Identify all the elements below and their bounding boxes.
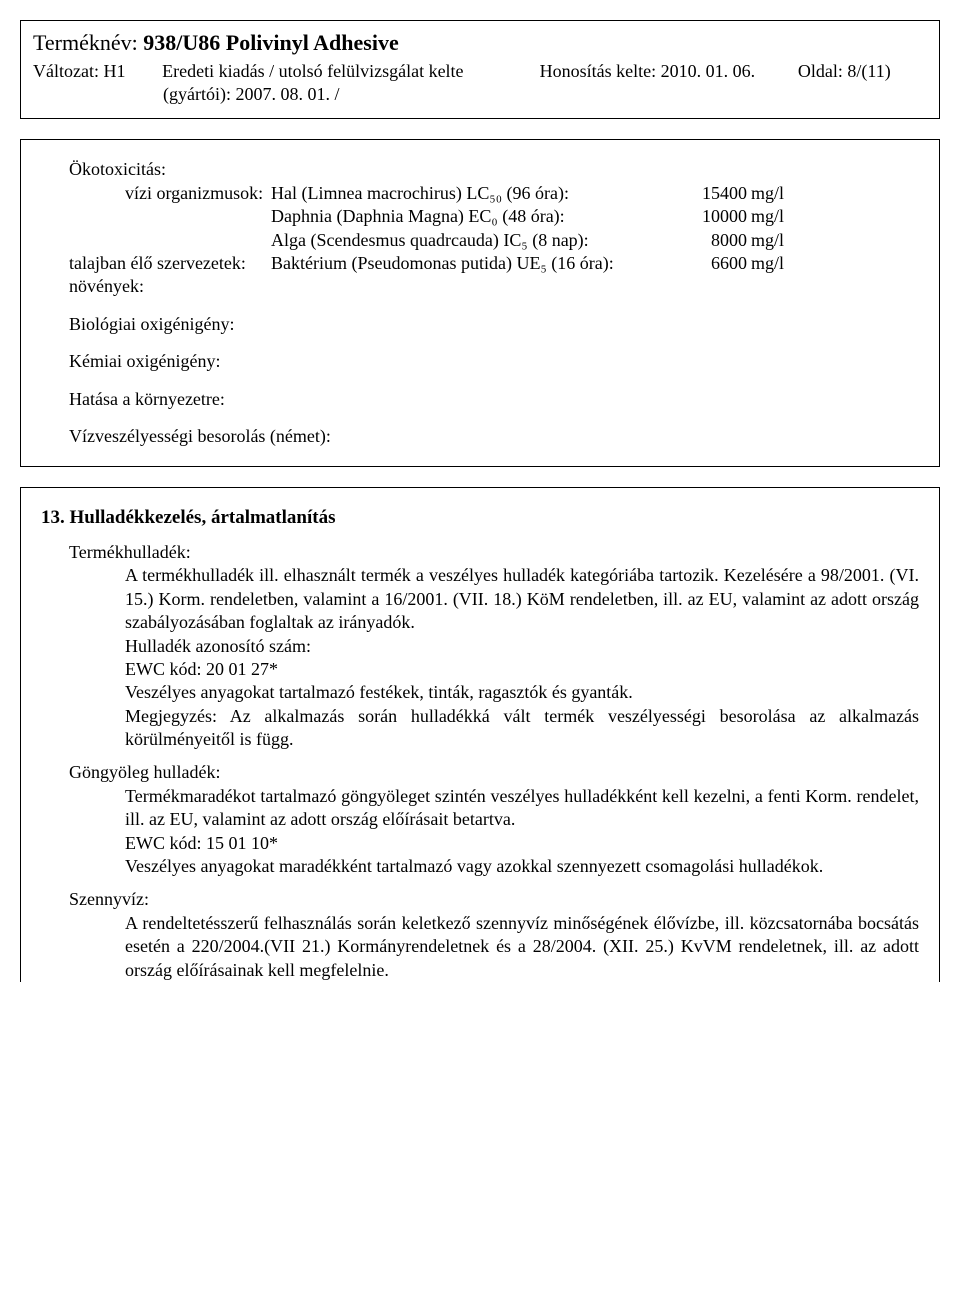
cod-label: Kémiai oxigénigény: <box>69 350 919 373</box>
eco-val: 15400 <box>681 182 751 205</box>
aquatic-label: vízi organizmusok: <box>41 182 271 205</box>
product-waste-p4: Veszélyes anyagokat tartalmazó festékek,… <box>125 681 919 704</box>
header-box: Terméknév: 938/U86 Polivinyl Adhesive Vá… <box>20 20 940 119</box>
eco-title: Ökotoxicitás: <box>69 158 919 181</box>
eco-table: vízi organizmusok: Hal (Limnea macrochir… <box>41 182 919 299</box>
eco-desc: Alga (Scendesmus quadrcauda) IC₅ (8 nap)… <box>271 229 681 252</box>
bod-label: Biológiai oxigénigény: <box>69 313 919 336</box>
header-row-1: Változat: H1 Eredeti kiadás / utolsó fel… <box>33 60 927 83</box>
eco-row-1: vízi organizmusok: Hal (Limnea macrochir… <box>41 182 919 205</box>
env-effect-label: Hatása a környezetre: <box>69 388 919 411</box>
eco-desc: Daphnia (Daphnia Magna) EC₀ (48 óra): <box>271 205 681 228</box>
water-hazard-label: Vízveszélyességi besorolás (német): <box>69 425 919 448</box>
soil-label: talajban élő szervezetek: <box>41 252 271 275</box>
sewage-title: Szennyvíz: <box>69 888 919 911</box>
page-label: Oldal: 8/(11) <box>798 60 927 83</box>
product-name: 938/U86 Polivinyl Adhesive <box>143 30 398 55</box>
pack-waste-title: Göngyöleg hulladék: <box>69 761 919 784</box>
pack-waste-p3: Veszélyes anyagokat maradékként tartalma… <box>125 855 919 878</box>
eco-row-2: Daphnia (Daphnia Magna) EC₀ (48 óra): 10… <box>41 205 919 228</box>
eco-val: 8000 <box>681 229 751 252</box>
pack-waste-block: Göngyöleg hulladék: Termékmaradékot tart… <box>41 761 919 878</box>
approval-label: Honosítás kelte: 2010. 01. 06. <box>540 60 798 83</box>
product-waste-p3: EWC kód: 20 01 27* <box>125 658 919 681</box>
eco-unit: mg/l <box>751 252 801 275</box>
sewage-p1: A rendeltetésszerű felhasználás során ke… <box>125 912 919 982</box>
eco-row-3: Alga (Scendesmus quadrcauda) IC₅ (8 nap)… <box>41 229 919 252</box>
eco-unit: mg/l <box>751 182 801 205</box>
product-waste-title: Termékhulladék: <box>69 541 919 564</box>
eco-unit: mg/l <box>751 229 801 252</box>
section-12-box: Ökotoxicitás: vízi organizmusok: Hal (Li… <box>20 139 940 467</box>
sewage-block: Szennyvíz: A rendeltetésszerű felhasznál… <box>41 888 919 982</box>
section-13-box: 13. Hulladékkezelés, ártalmatlanítás Ter… <box>20 487 940 982</box>
eco-val: 10000 <box>681 205 751 228</box>
eco-unit: mg/l <box>751 205 801 228</box>
pack-waste-p2: EWC kód: 15 01 10* <box>125 832 919 855</box>
original-sub: (gyártói): 2007. 08. 01. / <box>163 83 927 106</box>
product-waste-p2: Hulladék azonosító szám: <box>125 635 919 658</box>
product-waste-p5: Megjegyzés: Az alkalmazás során hulladék… <box>125 705 919 752</box>
section-13-heading: 13. Hulladékkezelés, ártalmatlanítás <box>41 506 919 531</box>
product-waste-block: Termékhulladék: A termékhulladék ill. el… <box>41 541 919 752</box>
eco-val: 6600 <box>681 252 751 275</box>
product-label: Terméknév: <box>33 30 138 55</box>
eco-desc: Hal (Limnea macrochirus) LC₅₀ (96 óra): <box>271 182 681 205</box>
eco-label-blank <box>41 229 271 252</box>
eco-desc: Baktérium (Pseudomonas putida) UE₅ (16 ó… <box>271 252 681 275</box>
pack-waste-p1: Termékmaradékot tartalmazó göngyöleget s… <box>125 785 919 832</box>
original-label: Eredeti kiadás / utolsó felülvizsgálat k… <box>162 60 539 83</box>
product-waste-p1: A termékhulladék ill. elhasznált termék … <box>125 564 919 634</box>
variant-label: Változat: H1 <box>33 60 162 83</box>
eco-label-blank <box>41 205 271 228</box>
eco-row-4: talajban élő szervezetek: Baktérium (Pse… <box>41 252 919 275</box>
product-title-line: Terméknév: 938/U86 Polivinyl Adhesive <box>33 29 927 58</box>
plants-label: növények: <box>69 275 919 298</box>
